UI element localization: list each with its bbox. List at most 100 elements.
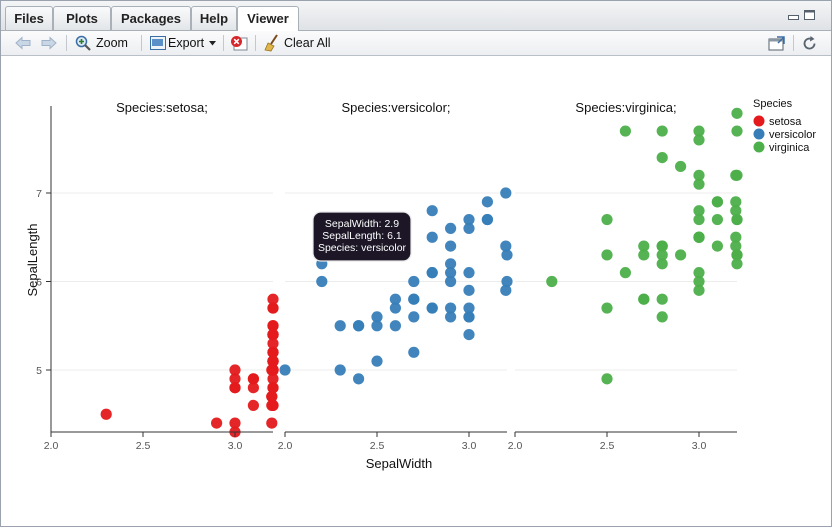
forward-arrow-icon[interactable] [41, 36, 57, 50]
minimize-icon[interactable] [788, 10, 799, 20]
data-point[interactable] [463, 329, 475, 341]
data-point[interactable] [481, 196, 493, 208]
zoom-button[interactable]: Zoom [74, 34, 136, 52]
data-point[interactable] [711, 196, 724, 208]
data-point[interactable] [266, 390, 278, 403]
data-point[interactable] [353, 320, 365, 332]
data-point[interactable] [389, 293, 401, 305]
data-point[interactable] [601, 249, 613, 261]
data-point[interactable] [675, 160, 687, 173]
tab-viewer[interactable]: Viewer [237, 6, 299, 31]
data-point[interactable] [619, 267, 632, 279]
clear-all-button[interactable]: Clear All [263, 34, 339, 52]
remove-viewer-icon[interactable] [230, 35, 248, 51]
maximize-icon[interactable] [804, 10, 815, 20]
data-point[interactable] [279, 364, 291, 376]
data-point[interactable] [229, 382, 241, 394]
data-point[interactable] [730, 231, 742, 243]
data-point[interactable] [463, 302, 475, 314]
tab-packages[interactable]: Packages [111, 6, 191, 30]
data-point[interactable] [267, 382, 279, 394]
data-point[interactable] [334, 320, 346, 332]
data-point[interactable] [501, 249, 513, 261]
data-point[interactable] [731, 213, 743, 226]
data-point[interactable] [426, 267, 438, 279]
data-point[interactable] [730, 196, 742, 208]
data-point[interactable] [656, 258, 668, 270]
data-point[interactable] [693, 134, 705, 146]
data-point[interactable] [711, 240, 724, 252]
data-point[interactable] [445, 302, 457, 314]
data-point[interactable] [656, 293, 668, 305]
data-point[interactable] [601, 302, 613, 314]
data-point[interactable] [601, 213, 613, 226]
data-point[interactable] [463, 267, 475, 279]
data-point[interactable] [693, 213, 705, 226]
data-point[interactable] [389, 302, 401, 314]
data-point[interactable] [389, 320, 401, 332]
data-point[interactable] [408, 346, 420, 358]
data-point[interactable] [730, 169, 742, 181]
data-point[interactable] [546, 275, 558, 288]
data-point[interactable] [693, 231, 705, 243]
data-point[interactable] [501, 275, 513, 288]
data-point[interactable] [316, 275, 328, 288]
tab-plots[interactable]: Plots [53, 6, 111, 30]
data-point[interactable] [371, 320, 383, 332]
data-point[interactable] [267, 373, 279, 385]
data-point[interactable] [463, 222, 475, 234]
data-point[interactable] [730, 205, 742, 217]
data-point[interactable] [463, 213, 475, 226]
back-arrow-icon[interactable] [15, 36, 31, 50]
data-point[interactable] [266, 399, 278, 411]
data-point[interactable] [445, 311, 457, 323]
data-point[interactable] [445, 222, 457, 234]
data-point[interactable] [656, 125, 668, 137]
data-point[interactable] [267, 320, 279, 332]
data-point[interactable] [656, 240, 668, 252]
data-point[interactable] [463, 311, 475, 323]
data-point[interactable] [267, 364, 279, 376]
data-point[interactable] [445, 275, 457, 288]
data-point[interactable] [445, 240, 457, 252]
data-point[interactable] [656, 249, 668, 261]
data-point[interactable] [229, 373, 241, 385]
data-point[interactable] [638, 249, 650, 261]
data-point[interactable] [334, 364, 346, 376]
data-point[interactable] [656, 311, 668, 323]
data-point[interactable] [500, 240, 512, 252]
data-point[interactable] [266, 417, 278, 429]
data-point[interactable] [481, 213, 493, 226]
data-point[interactable] [229, 364, 241, 376]
open-in-browser-icon[interactable] [768, 35, 786, 51]
data-point[interactable] [656, 152, 668, 164]
data-point[interactable] [426, 302, 438, 314]
data-point[interactable] [426, 231, 438, 243]
data-point[interactable] [371, 311, 383, 323]
data-point[interactable] [463, 284, 475, 296]
refresh-icon[interactable] [801, 35, 818, 52]
data-point[interactable] [445, 258, 457, 270]
data-point[interactable] [731, 258, 743, 270]
export-menu-button[interactable]: Export [149, 34, 219, 52]
data-point[interactable] [267, 329, 279, 341]
data-point[interactable] [731, 125, 743, 137]
data-point[interactable] [638, 240, 650, 252]
data-point[interactable] [730, 240, 742, 252]
data-point[interactable] [408, 311, 420, 323]
data-point[interactable] [693, 284, 705, 296]
data-point[interactable] [100, 408, 112, 420]
data-point[interactable] [371, 355, 383, 367]
data-point[interactable] [731, 249, 743, 261]
data-point[interactable] [500, 284, 512, 296]
data-point[interactable] [267, 346, 279, 358]
data-point[interactable] [353, 373, 365, 385]
data-point[interactable] [619, 125, 632, 137]
data-point[interactable] [693, 169, 705, 181]
data-point[interactable] [675, 249, 687, 261]
data-point[interactable] [601, 373, 613, 385]
data-point[interactable] [247, 382, 259, 394]
data-point[interactable] [445, 267, 457, 279]
data-point[interactable] [693, 275, 705, 288]
data-point[interactable] [731, 107, 743, 119]
